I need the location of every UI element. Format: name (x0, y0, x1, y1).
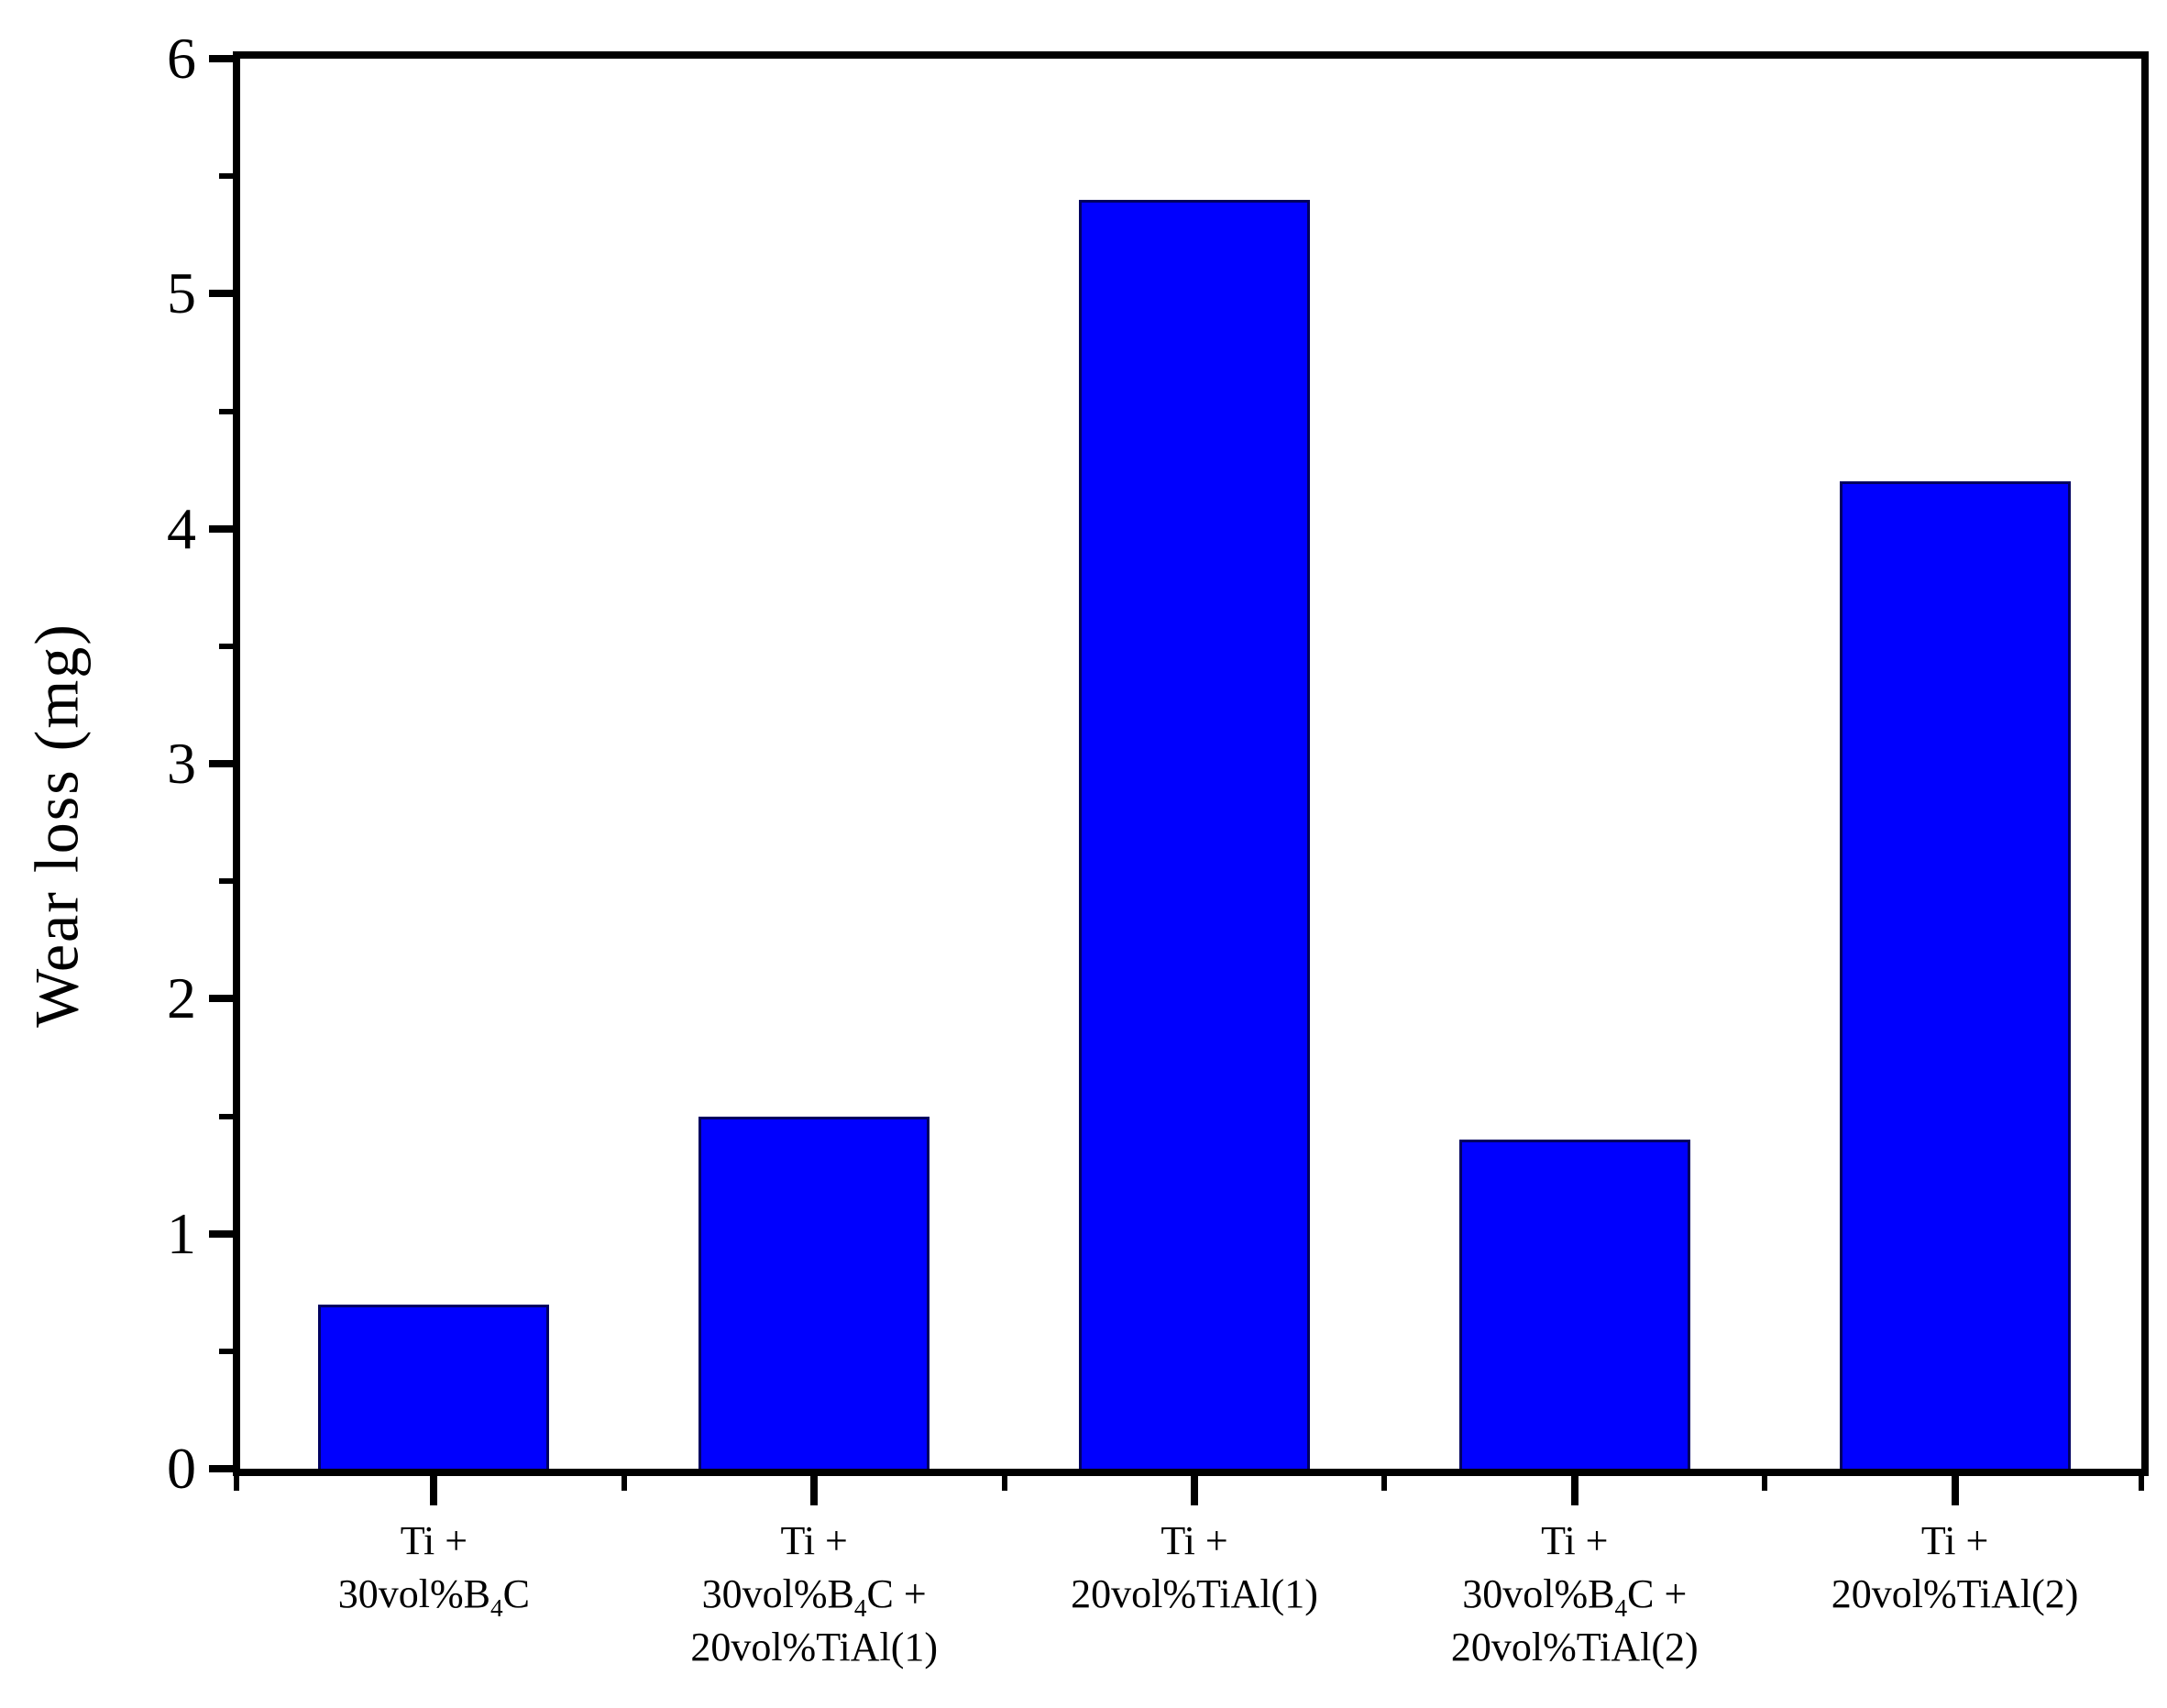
x-category-label: Ti +20vol%TiAl(1) (1071, 1518, 1318, 1616)
bar-2 (698, 1116, 930, 1469)
x-major-tick (810, 1476, 819, 1505)
y-major-tick (209, 995, 233, 1003)
x-minor-tick (234, 1476, 239, 1491)
y-tick-label: 1 (167, 1200, 196, 1266)
y-minor-tick (219, 643, 233, 649)
x-minor-tick (621, 1476, 627, 1491)
x-category-label: Ti +30vol%B4C +20vol%TiAl(1) (690, 1518, 939, 1669)
y-minor-tick (219, 1348, 233, 1354)
y-major-tick (209, 1229, 233, 1238)
y-tick-label: 4 (167, 495, 196, 561)
x-category-label: Ti +20vol%TiAl(2) (1831, 1518, 2079, 1616)
y-major-tick (209, 760, 233, 767)
x-major-tick (430, 1476, 438, 1505)
x-category-label: Ti +30vol%B4C +20vol%TiAl(2) (1450, 1518, 1699, 1669)
bar-5 (1839, 481, 2071, 1469)
bar-4 (1458, 1140, 1690, 1469)
x-category-label: Ti +30vol%B4C (337, 1518, 530, 1622)
x-minor-tick (1001, 1476, 1007, 1491)
y-minor-tick (219, 1113, 233, 1119)
y-major-tick (209, 290, 233, 298)
y-major-tick (209, 55, 233, 62)
y-major-tick (209, 524, 233, 533)
y-tick-label: 5 (167, 260, 196, 326)
y-tick-label: 2 (167, 965, 196, 1031)
y-minor-tick (219, 408, 233, 414)
bar-3 (1079, 199, 1310, 1469)
x-major-tick (1570, 1476, 1578, 1505)
x-minor-tick (2139, 1476, 2144, 1491)
x-major-tick (1191, 1476, 1198, 1505)
y-major-tick (209, 1465, 233, 1472)
x-major-tick (1951, 1476, 1959, 1505)
x-minor-tick (1762, 1476, 1768, 1491)
y-tick-label: 6 (167, 26, 196, 91)
y-minor-tick (219, 878, 233, 885)
bar-1 (318, 1304, 550, 1469)
x-minor-tick (1381, 1476, 1388, 1491)
y-tick-label: 3 (167, 731, 196, 796)
y-axis-title: Wear loss (mg) (21, 623, 92, 1028)
y-tick-label: 0 (167, 1436, 196, 1501)
y-minor-tick (219, 173, 233, 180)
